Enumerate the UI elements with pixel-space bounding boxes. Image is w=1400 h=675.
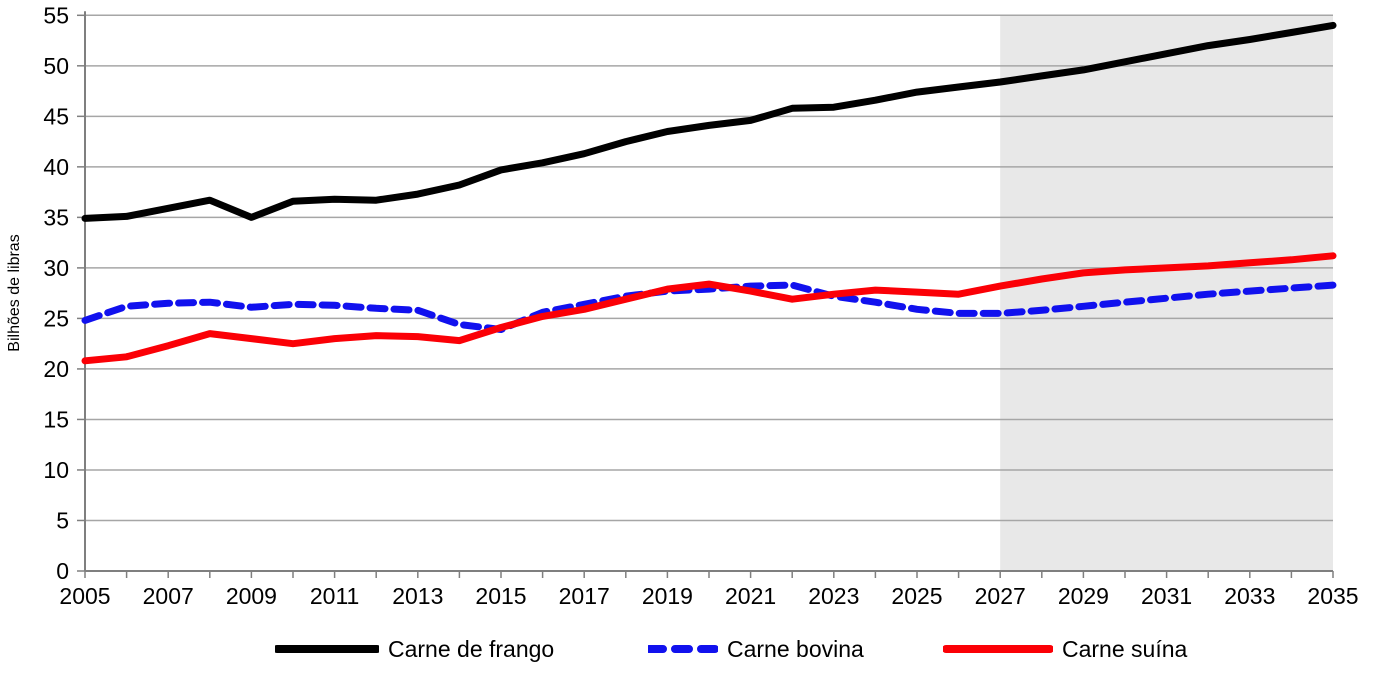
- y-tick-label: 20: [43, 356, 69, 382]
- legend-label-frango: Carne de frango: [388, 636, 555, 662]
- x-tick-label: 2023: [808, 583, 859, 609]
- x-tick-label: 2017: [559, 583, 610, 609]
- x-tick-label: 2009: [226, 583, 277, 609]
- y-tick-label: 30: [43, 255, 69, 281]
- y-tick-label: 0: [56, 558, 69, 584]
- legend-label-bovina: Carne bovina: [727, 636, 864, 662]
- y-tick-label: 5: [56, 507, 69, 533]
- series-line-1: [81, 281, 1337, 333]
- x-tick-label: 2033: [1224, 583, 1275, 609]
- y-tick-label: 40: [43, 154, 69, 180]
- legend-swatch-frango-icon: [275, 645, 379, 653]
- x-tick-label: 2025: [891, 583, 942, 609]
- x-tick-label: 2035: [1307, 583, 1358, 609]
- legend-swatch-suina-icon: [943, 645, 1053, 653]
- y-tick-label: 50: [43, 53, 69, 79]
- x-tick-label: 2021: [725, 583, 776, 609]
- x-tick-label: 2019: [642, 583, 693, 609]
- y-tick-label: 35: [43, 204, 69, 230]
- x-tick-label: 2013: [392, 583, 443, 609]
- legend-item-suina: Carne suína: [943, 633, 1187, 665]
- x-tick-label: 2027: [975, 583, 1026, 609]
- y-tick-label: 25: [43, 305, 69, 331]
- x-tick-label: 2011: [310, 583, 359, 609]
- legend-item-bovina: Carne bovina: [648, 633, 864, 665]
- series-line-2: [81, 252, 1337, 365]
- x-tick-label: 2015: [475, 583, 526, 609]
- x-tick-label: 2005: [59, 583, 110, 609]
- series-line-0: [81, 21, 1337, 222]
- legend-item-frango: Carne de frango: [275, 633, 554, 665]
- x-tick-label: 2031: [1141, 583, 1192, 609]
- x-tick-label: 2007: [143, 583, 194, 609]
- legend-swatch-bovina-icon: [648, 645, 718, 653]
- y-tick-label: 45: [43, 103, 69, 129]
- legend-label-suina: Carne suína: [1062, 636, 1188, 662]
- y-tick-label: 10: [43, 457, 69, 483]
- forecast-shade-region: [1000, 15, 1333, 572]
- x-tick-label: 2029: [1058, 583, 1109, 609]
- y-tick-label: 55: [43, 2, 69, 28]
- y-tick-label: 15: [43, 406, 69, 432]
